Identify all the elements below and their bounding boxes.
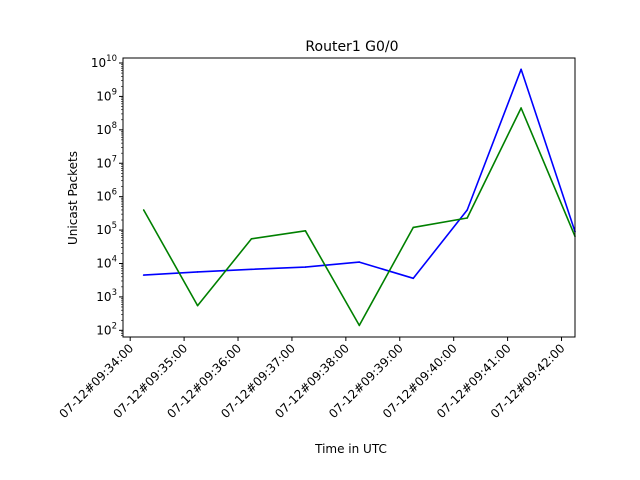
y-axis: 102 103 104 105 106 107 108 109 1010 xyxy=(91,54,123,337)
data-point xyxy=(304,230,307,232)
data-point xyxy=(250,237,253,240)
data-point xyxy=(250,268,253,271)
data-point xyxy=(196,304,199,307)
y-tick-label: 102 xyxy=(96,321,117,337)
data-point xyxy=(358,261,361,263)
y-axis-label: Unicast Packets xyxy=(66,151,80,245)
data-point xyxy=(412,226,415,229)
data-point xyxy=(142,274,145,276)
y-tick-label: 103 xyxy=(96,288,117,304)
y-tick-label: 108 xyxy=(96,121,117,137)
y-tick-label: 106 xyxy=(96,188,117,204)
y-tick-label: 107 xyxy=(96,154,117,170)
x-axis-label: Time in UTC xyxy=(314,442,387,456)
y-tick-label: 109 xyxy=(96,87,117,103)
data-point xyxy=(412,277,415,280)
chart-title: Router1 G0/0 xyxy=(305,39,398,55)
data-point xyxy=(142,209,145,211)
data-point xyxy=(466,209,468,211)
y-tick-label: 105 xyxy=(96,221,117,237)
data-point xyxy=(304,266,307,268)
data-point xyxy=(358,324,361,327)
plot-area xyxy=(142,68,576,327)
data-point xyxy=(520,107,522,109)
y-tick-label: 1010 xyxy=(91,54,117,70)
plot-frame xyxy=(122,57,576,338)
data-point xyxy=(196,271,199,273)
y-tick-label: 104 xyxy=(96,254,117,270)
data-point xyxy=(466,217,468,219)
data-point xyxy=(520,68,522,71)
